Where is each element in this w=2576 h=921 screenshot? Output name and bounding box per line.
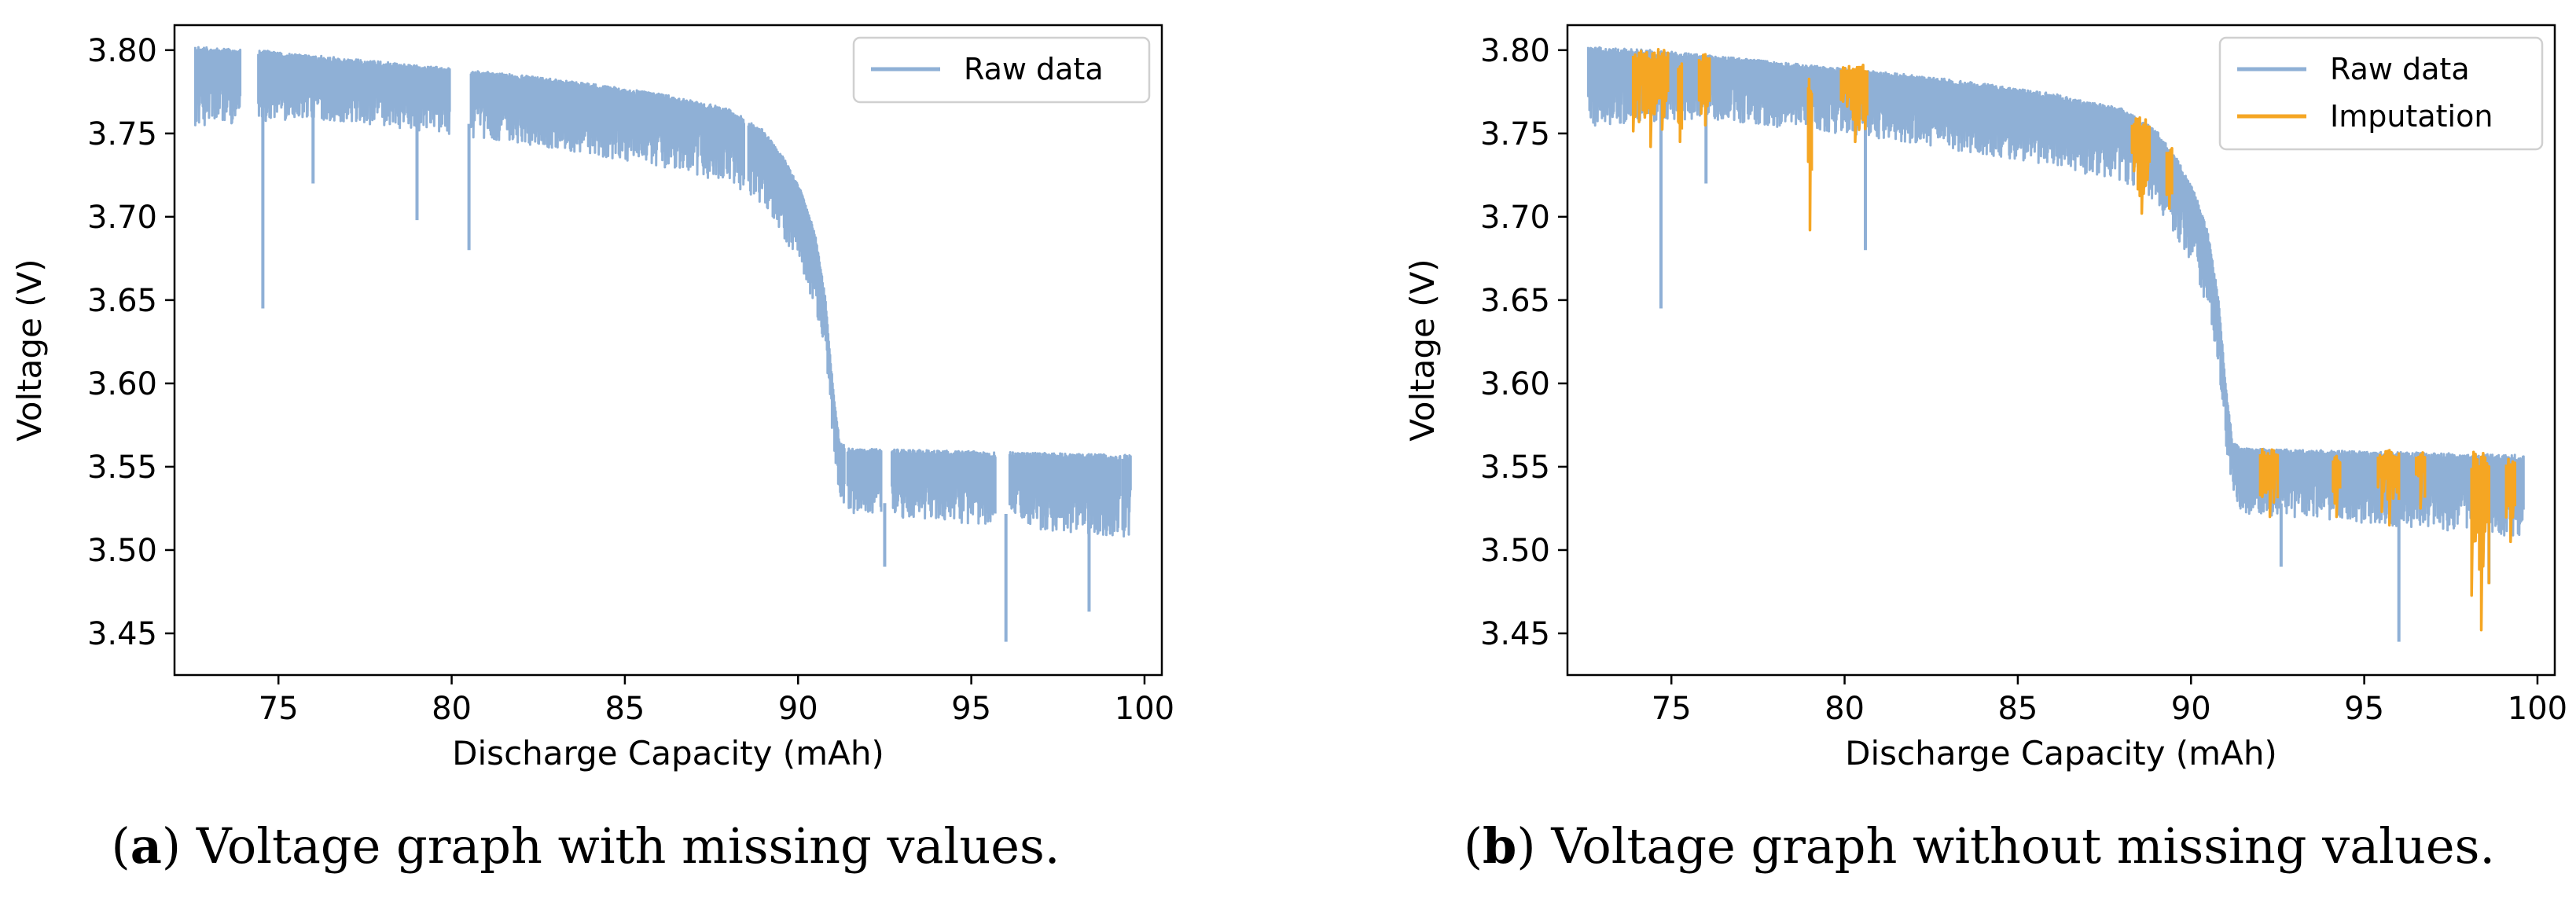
panel-b-legend-box [2218, 36, 2544, 151]
panel-a-raw-data-line [193, 46, 1132, 538]
panel-a-y-tick-label: 3.65 [87, 283, 157, 319]
panel-b-x-tick-label: 100 [2508, 691, 2567, 727]
panel-a-legend-label-raw-data: Raw data [964, 52, 1104, 86]
panel-a-ticks: 75 80 85 90 95 100 3.45 3.50 3.55 3.60 3.65 3.70 3.7… [87, 33, 1174, 727]
panel-b-y-axis-title: Voltage (V) [1403, 259, 1442, 441]
panel-b-legend-label-imputation: Imputation [2330, 99, 2493, 134]
panel-b-x-axis-title: Discharge Capacity (mAh) [1845, 734, 2277, 772]
panel-b-x-tick-label: 95 [2344, 691, 2384, 727]
panel-a-legend: Raw data [852, 36, 1151, 104]
panel-a-caption: (a) Voltage graph with missing values. [112, 817, 1060, 875]
panel-b-imputation-segment [2258, 448, 2280, 519]
panel-a-x-axis-title: Discharge Capacity (mAh) [452, 734, 884, 772]
panel-b-imputation-segment [1806, 77, 1813, 232]
panel-a-x-tick-label: 100 [1115, 691, 1174, 727]
panel-b-imputation-segment [2504, 457, 2517, 544]
panel-b-plot-area [1586, 46, 2525, 642]
panel-b-caption: (b) Voltage graph without missing values… [1464, 817, 2495, 875]
panel-b: 75 80 85 90 95 100 3.45 3.50 3.55 3.60 3.65 3.70 3.7… [1403, 24, 2567, 875]
panel-b-imputation-segment [2376, 449, 2401, 527]
panel-a-y-tick-label: 3.60 [87, 366, 157, 402]
panel-b-raw-data-line [1586, 46, 2525, 537]
panel-b-y-tick-label: 3.70 [1480, 200, 1550, 236]
panel-a-x-tick-label: 85 [604, 691, 645, 727]
panel-b-caption-letter: b [1483, 817, 1516, 875]
panel-a-y-axis-title: Voltage (V) [10, 259, 49, 441]
panel-b-x-tick-label: 75 [1652, 691, 1692, 727]
panel-a-y-tick-label: 3.70 [87, 200, 157, 236]
panel-b-y-tick-label: 3.55 [1480, 449, 1550, 486]
panel-a-y-tick-label: 3.45 [87, 616, 157, 652]
panel-b-imputation-segment [1677, 62, 1684, 144]
panel-a-y-tick-label: 3.75 [87, 116, 157, 152]
panel-b-ticks: 75 80 85 90 95 100 3.45 3.50 3.55 3.60 3.65 3.70 3.7… [1480, 33, 2567, 727]
panel-b-x-tick-label: 80 [1825, 691, 1865, 727]
panel-b-imputation-segment [2470, 450, 2491, 632]
panel-b-x-tick-label: 85 [1997, 691, 2038, 727]
panel-a-plot-area [193, 46, 1132, 642]
panel-b-y-tick-label: 3.45 [1480, 616, 1550, 652]
panel-b-y-tick-label: 3.65 [1480, 283, 1550, 319]
panel-b-imputation-segment [2332, 454, 2342, 519]
panel-a: 75 80 85 90 95 100 3.45 3.50 3.55 3.60 3.65 3.70 3.7… [10, 24, 1174, 875]
panel-a-x-tick-label: 90 [778, 691, 818, 727]
panel-b-imputation-segment [2165, 146, 2174, 211]
panel-a-y-tick-label: 3.50 [87, 533, 157, 569]
panel-b-imputation-segment [1631, 48, 1670, 149]
panel-a-y-tick-label: 3.55 [87, 449, 157, 486]
panel-a-axes-frame [173, 24, 1163, 677]
panel-b-legend-label-raw-data: Raw data [2330, 52, 2470, 86]
panel-b-legend: Raw data Imputation [2218, 36, 2544, 151]
panel-b-y-tick-label: 3.60 [1480, 366, 1550, 402]
panel-b-caption-text: Voltage graph without missing values. [1550, 817, 2495, 875]
panel-a-x-tick-label: 75 [259, 691, 299, 727]
panel-a-x-tick-label: 95 [951, 691, 991, 727]
panel-b-imputation-segment [2414, 451, 2427, 510]
panel-a-caption-letter: a [130, 817, 162, 875]
panel-a-caption-text: Voltage graph with missing values. [196, 817, 1060, 875]
panel-b-imputation-segment [1839, 63, 1869, 144]
panel-b-y-tick-label: 3.80 [1480, 33, 1550, 69]
panel-a-legend-box [852, 36, 1151, 104]
panel-a-x-tick-label: 80 [432, 691, 472, 727]
panel-b-imputation-segment [2130, 116, 2152, 215]
panel-b-y-tick-label: 3.75 [1480, 116, 1550, 152]
panel-b-imputation-segment [1697, 53, 1711, 127]
panel-a-y-tick-label: 3.80 [87, 33, 157, 69]
panel-b-axes-frame [1566, 24, 2556, 677]
panel-b-y-tick-label: 3.50 [1480, 533, 1550, 569]
panel-b-x-tick-label: 90 [2171, 691, 2211, 727]
